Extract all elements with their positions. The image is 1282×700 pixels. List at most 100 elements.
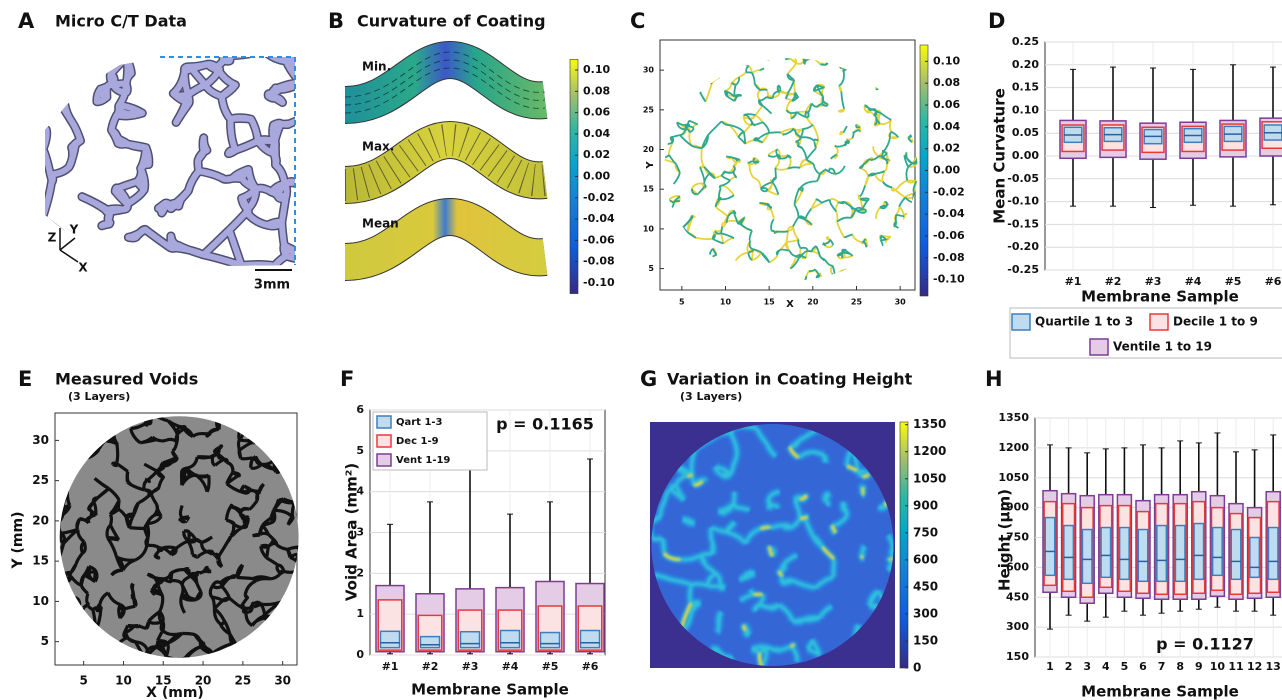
y-tick-label: 150 bbox=[1006, 650, 1029, 663]
x-axis-label: X (mm) bbox=[146, 685, 204, 700]
y-tick-label: -0.05 bbox=[1007, 172, 1039, 185]
y-tick-label: 1050 bbox=[998, 471, 1029, 484]
panel-label: H bbox=[985, 367, 1003, 391]
colorbar-tick-label: 0.08 bbox=[583, 84, 610, 97]
colorbar-tick-label: 1350 bbox=[913, 417, 946, 431]
box bbox=[1175, 526, 1185, 582]
x-tick-label: #2 bbox=[1105, 275, 1122, 288]
y-tick-label: 1 bbox=[356, 607, 364, 620]
colorbar-tick-label: 0.08 bbox=[933, 76, 960, 89]
x-tick-label: #6 bbox=[1265, 275, 1282, 288]
y-axis-label: Y (mm) bbox=[10, 512, 26, 570]
colorbar-tick-label: 0.06 bbox=[583, 106, 610, 119]
x-tick-label: 6 bbox=[1139, 660, 1147, 673]
y-tick-label: 20 bbox=[32, 513, 49, 527]
colorbar-tick-label: -0.10 bbox=[933, 273, 965, 286]
colorbar-tick-label: -0.04 bbox=[583, 212, 615, 225]
y-axis-label: Mean Curvature bbox=[991, 88, 1009, 224]
x-tick-label: #4 bbox=[502, 660, 519, 673]
colorbar-tick-label: 0.02 bbox=[933, 142, 960, 155]
panel-title: Measured Voids bbox=[55, 370, 198, 389]
x-tick-label: 12 bbox=[1247, 660, 1262, 673]
legend-swatch bbox=[1012, 314, 1030, 330]
box bbox=[1045, 518, 1055, 576]
y-axis-label: Height (μm) bbox=[996, 489, 1014, 591]
x-tick-label: 10 bbox=[1210, 660, 1226, 673]
p-value: p = 0.1165 bbox=[496, 415, 594, 434]
x-tick-label: 10 bbox=[720, 298, 732, 307]
colorbar-tick-label: 0.10 bbox=[933, 54, 960, 67]
colorbar-tick-label: 450 bbox=[913, 579, 938, 593]
y-tick-label: 1350 bbox=[998, 411, 1029, 424]
x-tick-label: 9 bbox=[1195, 660, 1203, 673]
y-tick-label: 6 bbox=[356, 403, 364, 416]
panel-title: Variation in Coating Height bbox=[667, 370, 913, 389]
box bbox=[1231, 530, 1241, 580]
colorbar-tick-label: 750 bbox=[913, 525, 938, 539]
tube-label: Mean bbox=[362, 217, 399, 231]
x-tick-label: 15 bbox=[764, 298, 776, 307]
x-axis-label: Membrane Sample bbox=[1081, 683, 1239, 700]
box bbox=[420, 637, 439, 648]
colorbar-tick-label: -0.04 bbox=[933, 207, 965, 220]
colorbar-tick-label: -0.10 bbox=[583, 276, 615, 289]
y-tick-label: 0.05 bbox=[1012, 126, 1039, 139]
box bbox=[1138, 530, 1148, 582]
x-tick-label: 20 bbox=[807, 298, 819, 307]
legend-label: Qart 1-3 bbox=[396, 417, 443, 428]
page: Figure {"chart_data": [ {"type": "image"… bbox=[0, 0, 1282, 700]
box bbox=[1250, 538, 1260, 578]
y-tick-label: 15 bbox=[643, 185, 655, 194]
x-tick-label: #1 bbox=[382, 660, 399, 673]
panel-subtitle: (3 Layers) bbox=[68, 390, 130, 403]
x-tick-label: 8 bbox=[1176, 660, 1184, 673]
colorbar-tick-label: 0.04 bbox=[583, 127, 610, 140]
curvature-map bbox=[659, 51, 923, 286]
x-tick-label: 7 bbox=[1158, 660, 1166, 673]
x-axis-label: Membrane Sample bbox=[411, 681, 569, 699]
x-tick-label: 30 bbox=[274, 674, 291, 688]
colorbar-tick-label: 600 bbox=[913, 552, 938, 566]
box bbox=[580, 631, 599, 648]
y-tick-label: 450 bbox=[1006, 590, 1029, 603]
legend-label: Quartile 1 to 3 bbox=[1035, 315, 1133, 329]
y-tick-label: -0.15 bbox=[1007, 217, 1039, 230]
box bbox=[1194, 524, 1204, 580]
colorbar-tick-label: 0.00 bbox=[583, 170, 610, 183]
colorbar-tick-label: 0.04 bbox=[933, 120, 960, 133]
y-tick-label: 10 bbox=[32, 594, 49, 608]
y-tick-label: 20 bbox=[643, 145, 655, 154]
legend-label: Ventile 1 to 19 bbox=[1113, 340, 1212, 354]
x-tick-label: 13 bbox=[1266, 660, 1281, 673]
tube-label: Max. bbox=[362, 140, 394, 154]
x-tick-label: 4 bbox=[1102, 660, 1110, 673]
y-tick-label: 25 bbox=[643, 105, 655, 114]
panel-label: F bbox=[340, 367, 354, 391]
colorbar-tick-label: 0.00 bbox=[933, 164, 960, 177]
y-tick-label: -0.20 bbox=[1007, 240, 1039, 253]
legend-label: Vent 1-19 bbox=[396, 455, 450, 466]
fiber-negative bbox=[660, 51, 924, 284]
colorbar-tick-label: 0.02 bbox=[583, 148, 610, 161]
panel-title: Curvature of Coating bbox=[357, 12, 546, 31]
figure: ZYX3mmAMicro C/T DataMin.Max.Mean0.100.0… bbox=[0, 0, 1282, 700]
panel-label: G bbox=[640, 367, 657, 391]
colorbar-tick-label: 300 bbox=[913, 606, 938, 620]
x-tick-label: 25 bbox=[235, 674, 252, 688]
y-axis-label: Void Area (mm²) bbox=[343, 463, 361, 601]
colorbar-tick-label: 900 bbox=[913, 498, 938, 512]
y-tick-label: 0.20 bbox=[1012, 58, 1039, 71]
x-tick-label: 25 bbox=[851, 298, 863, 307]
axis-glyph-label: Z bbox=[48, 231, 57, 245]
y-tick-label: 0.25 bbox=[1012, 35, 1039, 48]
x-tick-label: #2 bbox=[422, 660, 439, 673]
colorbar-tick-label: 1050 bbox=[913, 471, 946, 485]
y-tick-label: -0.25 bbox=[1007, 263, 1039, 276]
x-tick-label: #6 bbox=[582, 660, 599, 673]
tube-label: Min. bbox=[362, 60, 391, 74]
colorbar-tick-label: 0 bbox=[913, 661, 921, 675]
colorbar-tick-label: -0.08 bbox=[933, 251, 965, 264]
colorbar-tick-label: -0.02 bbox=[933, 185, 965, 198]
page-body: ZYX3mmAMicro C/T DataMin.Max.Mean0.100.0… bbox=[0, 0, 1282, 700]
box bbox=[1213, 528, 1223, 576]
